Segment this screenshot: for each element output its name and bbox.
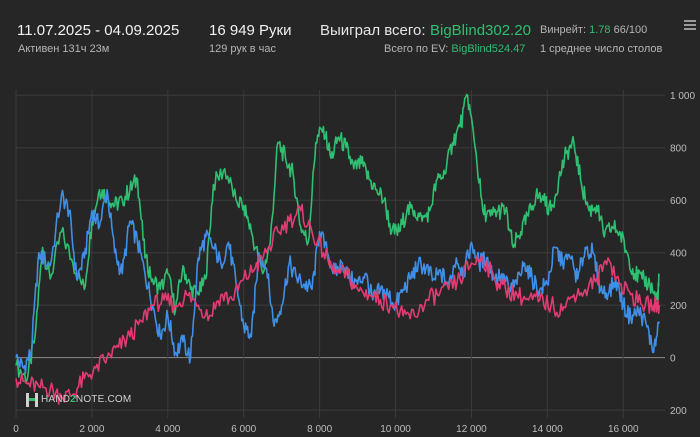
x-tick-label: 8 000 — [307, 424, 332, 435]
x-tick-label: 2 000 — [79, 424, 104, 435]
ev-total: Всего по EV: BigBlind524.47 — [384, 43, 525, 55]
ev-value: BigBlind524.47 — [451, 43, 526, 55]
active-time: Активен 131ч 23м — [18, 43, 110, 55]
x-tick-label: 10 000 — [380, 424, 411, 435]
winnings-chart: 200 0 200 400 600 800 1 000 0 2 000 4 000 6 000 8 0… — [13, 90, 695, 435]
date-range: 11.07.2025 - 04.09.2025 — [17, 22, 180, 39]
winrate-label: Винрейт: — [540, 24, 587, 36]
y-tick-label: 0 — [670, 354, 676, 365]
x-tick-label: 4 000 — [155, 424, 180, 435]
hand2note-logo-icon — [26, 393, 38, 407]
hand2note-logo-text: HAND2NOTE.COM — [41, 394, 132, 405]
series-line-blue — [15, 188, 661, 374]
series-line-green — [15, 93, 661, 384]
x-tick-label: 16 000 — [608, 424, 639, 435]
ev-label: Всего по EV: — [384, 43, 449, 55]
y-tick-label: 1 000 — [670, 91, 695, 102]
winrate-extra: 66/100 — [613, 24, 648, 36]
y-tick-label: 400 — [670, 249, 687, 260]
y-tick-label: 200 — [670, 301, 687, 312]
series-line-pink — [15, 203, 661, 405]
winrate: Винрейт: 1.78 66/100 — [540, 24, 647, 36]
y-tick-label: 200 — [670, 406, 687, 417]
menu-icon[interactable] — [684, 18, 696, 32]
won-label: Выиграл всего: — [320, 22, 426, 39]
won-total: Выиграл всего: BigBlind302.20 — [320, 22, 531, 40]
won-value: BigBlind302.20 — [430, 22, 531, 39]
x-tick-label: 6 000 — [231, 424, 256, 435]
y-tick-label: 800 — [670, 144, 687, 155]
x-tick-label: 12 000 — [456, 424, 487, 435]
hands-count: 16 949 Руки — [209, 22, 292, 39]
x-tick-label: 14 000 — [532, 424, 563, 435]
winrate-value: 1.78 — [589, 24, 611, 36]
y-tick-label: 600 — [670, 196, 687, 207]
hands-per-hour: 129 рук в час — [209, 43, 277, 55]
x-tick-label: 0 — [13, 424, 19, 435]
avg-tables: 1 среднее число столов — [540, 43, 663, 55]
